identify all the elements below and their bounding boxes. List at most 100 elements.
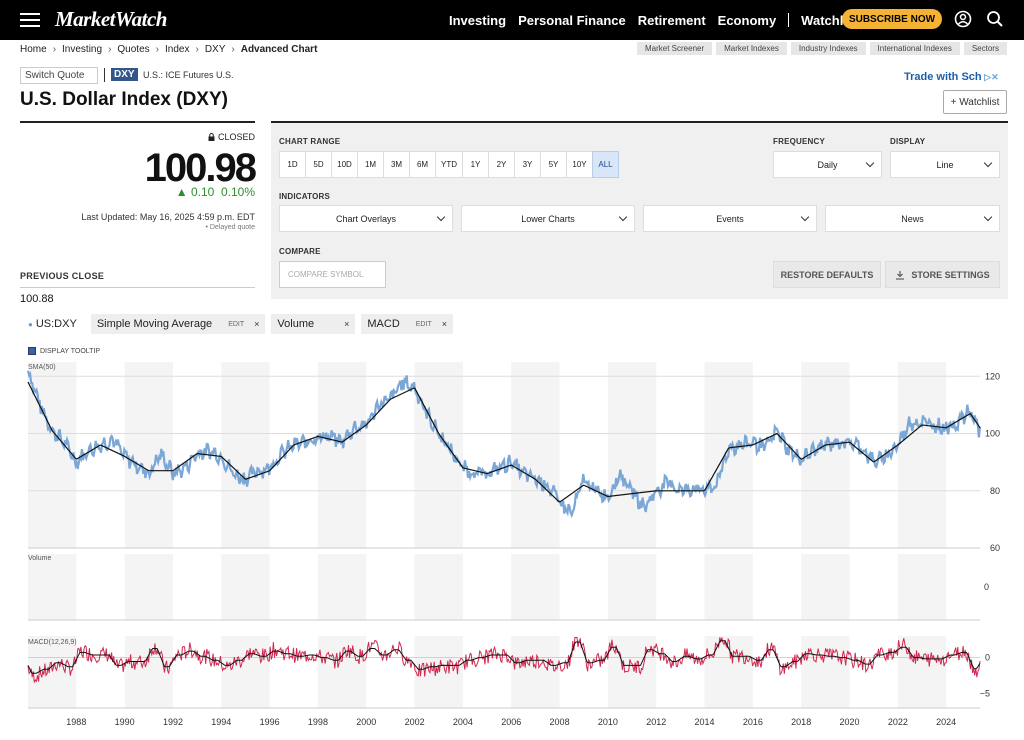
- menu-icon[interactable]: [20, 12, 40, 28]
- x-tick-label: 2022: [888, 717, 908, 727]
- nav-link-investing[interactable]: Investing: [449, 12, 507, 28]
- divider: [104, 68, 105, 82]
- change-percent: 0.10%: [220, 185, 255, 199]
- macd-tick-label: 0: [985, 653, 990, 663]
- year-band: [607, 362, 657, 548]
- indicator-chips: ● US:DXY Simple Moving Average EDIT × Vo…: [28, 314, 459, 334]
- range-button-10d[interactable]: 10D: [331, 151, 358, 178]
- range-button-3m[interactable]: 3M: [383, 151, 410, 178]
- restore-defaults-button[interactable]: RESTORE DEFAULTS: [773, 261, 881, 288]
- year-band: [414, 362, 463, 548]
- year-band: [704, 554, 753, 620]
- year-band: [414, 554, 463, 620]
- switch-quote-input[interactable]: Switch Quote: [20, 67, 98, 84]
- range-button-6m[interactable]: 6M: [409, 151, 436, 178]
- lower-charts-select[interactable]: Lower Charts: [461, 205, 635, 232]
- range-button-all[interactable]: ALL: [592, 151, 619, 178]
- volume-close-icon[interactable]: ×: [344, 319, 350, 329]
- volume-panel-label: Volume: [28, 555, 51, 562]
- range-button-2y[interactable]: 2Y: [488, 151, 515, 178]
- x-tick-label: 2006: [501, 717, 521, 727]
- last-updated: Last Updated: May 16, 2025 4:59 p.m. EDT: [81, 212, 255, 222]
- display-tooltip-label: DISPLAY TOOLTIP: [40, 347, 101, 355]
- nav-divider: [788, 13, 790, 27]
- tab-industry-indexes[interactable]: Industry Indexes: [790, 42, 866, 55]
- nav-link-economy[interactable]: Economy: [717, 12, 777, 28]
- events-label: Events: [716, 213, 744, 224]
- breadcrumb-index[interactable]: Index: [165, 44, 190, 55]
- x-tick-label: 2002: [405, 717, 425, 727]
- range-button-3y[interactable]: 3Y: [514, 151, 541, 178]
- page-title: U.S. Dollar Index (DXY): [20, 89, 228, 110]
- nav-link-personal-finance[interactable]: Personal Finance: [518, 12, 626, 28]
- x-tick-label: 1998: [308, 717, 328, 727]
- macd-line: [27, 636, 981, 683]
- display-tooltip-toggle[interactable]: DISPLAY TOOLTIP: [28, 347, 100, 355]
- price-tick-label: 80: [990, 486, 1000, 496]
- logo[interactable]: MarketWatch: [55, 7, 167, 31]
- range-button-10y[interactable]: 10Y: [566, 151, 593, 178]
- range-button-1d[interactable]: 1D: [279, 151, 306, 178]
- macd-chip-label: MACD: [367, 318, 400, 330]
- x-tick-label: 2004: [453, 717, 473, 727]
- macd-close-icon[interactable]: ×: [441, 319, 447, 329]
- last-price: 100.98: [144, 146, 257, 190]
- checkbox-icon: [28, 347, 36, 355]
- series-dot-icon: ●: [28, 319, 33, 329]
- breadcrumb-home[interactable]: Home: [20, 44, 47, 55]
- search-icon[interactable]: [986, 10, 1004, 28]
- store-settings-label: STORE SETTINGS: [911, 269, 990, 280]
- user-icon[interactable]: [954, 10, 972, 28]
- volume-tick-label: 0: [984, 582, 989, 592]
- tab-market-indexes[interactable]: Market Indexes: [716, 42, 787, 55]
- x-tick-label: 2024: [936, 717, 956, 727]
- price-tick-label: 120: [985, 371, 1000, 381]
- range-button-1y[interactable]: 1Y: [462, 151, 489, 178]
- breadcrumb-dxy[interactable]: DXY: [204, 44, 226, 55]
- breadcrumb-quotes[interactable]: Quotes: [117, 44, 150, 55]
- tab-market-screener[interactable]: Market Screener: [637, 42, 713, 55]
- x-tick-label: 2014: [695, 717, 715, 727]
- range-button-5d[interactable]: 5D: [305, 151, 332, 178]
- lock-icon: [208, 133, 215, 141]
- store-settings-button[interactable]: STORE SETTINGS: [885, 261, 1000, 288]
- frequency-select[interactable]: Daily: [773, 151, 882, 178]
- range-button-1m[interactable]: 1M: [357, 151, 384, 178]
- year-band: [124, 554, 173, 620]
- year-band: [511, 362, 560, 548]
- year-band: [801, 554, 850, 620]
- ad-link[interactable]: Trade with Sch ▷✕: [904, 71, 999, 83]
- top-navigation: MarketWatch Investing Personal Finance R…: [0, 0, 1024, 40]
- market-status-text: CLOSED: [217, 132, 255, 142]
- up-arrow-icon: ▲: [175, 185, 188, 199]
- range-button-5y[interactable]: 5Y: [540, 151, 567, 178]
- year-band: [897, 362, 947, 548]
- sma-edit-button[interactable]: EDIT: [228, 320, 245, 328]
- macd-panel-label: MACD(12,26,9): [28, 639, 77, 646]
- events-select[interactable]: Events: [643, 205, 817, 232]
- news-select[interactable]: News: [825, 205, 1000, 232]
- subscribe-button[interactable]: SUBSCRIBE NOW: [842, 9, 942, 29]
- year-band: [221, 362, 270, 548]
- tab-sectors[interactable]: Sectors: [963, 42, 1007, 55]
- tab-international-indexes[interactable]: International Indexes: [869, 42, 960, 55]
- compare-symbol-input[interactable]: COMPARE SYMBOL: [279, 261, 386, 288]
- divider: [20, 287, 255, 288]
- chart-overlays-select[interactable]: Chart Overlays: [279, 205, 453, 232]
- price-panel-label: SMA(50): [28, 364, 56, 371]
- sma-chip-label: Simple Moving Average: [96, 318, 213, 330]
- add-watchlist-button[interactable]: + Watchlist: [943, 90, 1007, 114]
- chevron-down-icon: [800, 212, 810, 222]
- sma-close-icon[interactable]: ×: [254, 319, 260, 329]
- nav-link-retirement[interactable]: Retirement: [637, 12, 706, 28]
- delayed-text: Delayed quote: [209, 224, 255, 231]
- symbol-chip: US:DXY: [35, 318, 77, 330]
- display-label: DISPLAY: [890, 137, 926, 146]
- range-button-ytd[interactable]: YTD: [435, 151, 463, 178]
- macd-edit-button[interactable]: EDIT: [415, 320, 432, 328]
- display-select[interactable]: Line: [890, 151, 1000, 178]
- year-band: [801, 636, 850, 708]
- price-chart[interactable]: 120 100 80 60 0 0 −5 SMA(50) Volume MACD(12,26,9)…: [0, 358, 1024, 740]
- breadcrumb-investing[interactable]: Investing: [62, 44, 103, 55]
- x-tick-label: 1992: [163, 717, 183, 727]
